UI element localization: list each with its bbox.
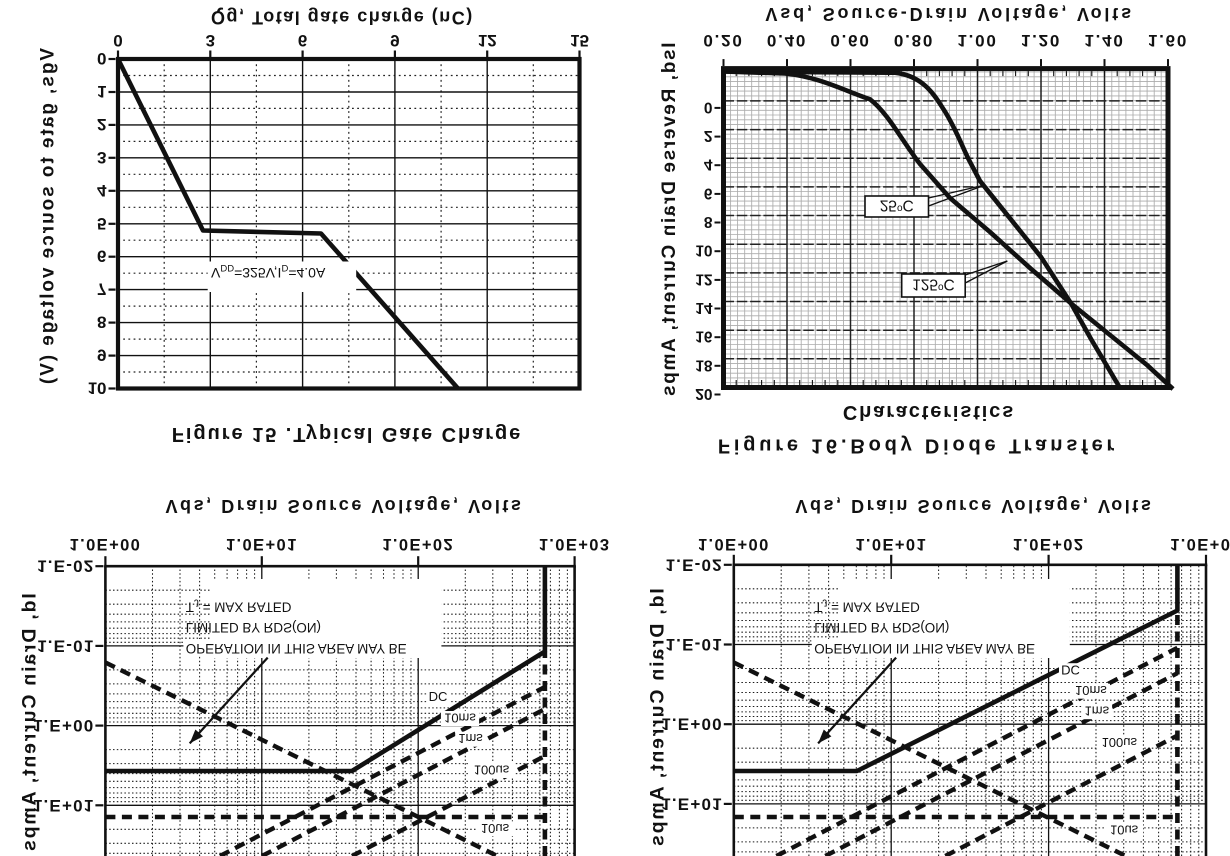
svg-text:4: 4 — [97, 181, 107, 200]
svg-text:9: 9 — [97, 346, 106, 365]
svg-text:6: 6 — [704, 184, 713, 201]
svg-text:0: 0 — [97, 49, 106, 68]
svg-text:7: 7 — [97, 280, 106, 299]
svg-text:4: 4 — [704, 156, 713, 173]
svg-text:100us: 100us — [474, 763, 510, 778]
svg-text:1.E+00: 1.E+00 — [661, 715, 723, 734]
svg-text:10ms: 10ms — [444, 711, 476, 726]
svg-text:25oC: 25oC — [880, 197, 914, 214]
svg-text:10us: 10us — [481, 821, 510, 836]
svg-text:1.E+01: 1.E+01 — [661, 794, 723, 813]
svg-text:6: 6 — [298, 31, 307, 50]
svg-text:16: 16 — [695, 328, 713, 345]
svg-text:1.0E+01: 1.0E+01 — [226, 535, 298, 553]
svg-text:0.80: 0.80 — [894, 31, 934, 50]
svg-text:1.0E+03: 1.0E+03 — [1170, 535, 1230, 553]
svg-text:1.20: 1.20 — [1021, 31, 1061, 50]
svg-text:1.0E+02: 1.0E+02 — [1013, 535, 1085, 553]
svg-text:Figure 16.Body Diode Transfer: Figure 16.Body Diode Transfer — [718, 435, 1118, 457]
svg-text:1.0E+00: 1.0E+00 — [70, 535, 142, 553]
svg-text:3: 3 — [97, 148, 106, 167]
svg-text:1.E-02: 1.E-02 — [37, 557, 94, 576]
svg-text:1.0E+02: 1.0E+02 — [382, 535, 454, 553]
svg-text:0: 0 — [704, 98, 713, 115]
svg-text:10: 10 — [695, 242, 712, 259]
svg-text:Isd, Reverse Drain Current, Am: Isd, Reverse Drain Current, Amps — [659, 42, 680, 397]
svg-text:1.0E+01: 1.0E+01 — [855, 535, 927, 553]
svg-text:1.E-01: 1.E-01 — [666, 635, 723, 654]
svg-text:1.0E+03: 1.0E+03 — [539, 535, 611, 553]
svg-text:10: 10 — [88, 379, 107, 398]
svg-text:Characteristics: Characteristics — [843, 401, 1015, 423]
svg-text:3: 3 — [206, 31, 215, 50]
svg-text:LIMITED BY RDS(ON): LIMITED BY RDS(ON) — [814, 620, 949, 635]
svg-text:DC: DC — [429, 689, 448, 704]
svg-text:1: 1 — [97, 82, 106, 101]
svg-text:OPERATION IN THIS AREA MAY BE: OPERATION IN THIS AREA MAY BE — [186, 641, 407, 656]
svg-text:1.E+00: 1.E+00 — [33, 716, 95, 735]
svg-text:Vgs, gate to source voltage (V: Vgs, gate to source voltage (V) — [38, 48, 59, 386]
svg-text:Vds, Drain Source Voltage, Vol: Vds, Drain Source Voltage, Volts — [166, 496, 524, 516]
svg-text:VDD=325V,ID=4.0A: VDD=325V,ID=4.0A — [211, 262, 326, 281]
svg-text:1.E-01: 1.E-01 — [37, 636, 94, 655]
svg-text:1.E-02: 1.E-02 — [666, 555, 723, 574]
svg-text:DC: DC — [1061, 663, 1080, 678]
svg-text:1.60: 1.60 — [1148, 31, 1188, 50]
svg-text:1ms: 1ms — [458, 731, 483, 746]
svg-text:LIMITED BY RDS(ON): LIMITED BY RDS(ON) — [186, 620, 321, 635]
svg-text:OPERATION IN THIS AREA MAY BE: OPERATION IN THIS AREA MAY BE — [814, 641, 1035, 656]
svg-text:1.00: 1.00 — [957, 31, 997, 50]
svg-text:Figure 15 .Typical Gate Charge: Figure 15 .Typical Gate Charge — [172, 423, 522, 445]
svg-text:14: 14 — [695, 299, 713, 316]
svg-text:8: 8 — [704, 213, 713, 230]
svg-text:Id, Drain Current, Amps: Id, Drain Current, Amps — [19, 593, 41, 853]
svg-text:TJ = MAX RATED: TJ = MAX RATED — [186, 597, 292, 615]
svg-text:Id, Drain Current, Amps: Id, Drain Current, Amps — [647, 588, 669, 848]
svg-text:9: 9 — [390, 31, 399, 50]
svg-text:0: 0 — [113, 31, 122, 50]
svg-text:6: 6 — [97, 247, 106, 266]
svg-text:Vsd, Source-Drain Voltage, Vol: Vsd, Source-Drain Voltage, Volts — [765, 4, 1134, 24]
svg-text:TJ = MAX RATED: TJ = MAX RATED — [814, 597, 920, 615]
svg-text:1.0E+00: 1.0E+00 — [698, 535, 770, 553]
svg-text:0.20: 0.20 — [703, 31, 743, 50]
svg-text:20: 20 — [695, 385, 712, 402]
svg-text:1ms: 1ms — [1085, 704, 1110, 719]
svg-text:Qg, Total gate charge (nC): Qg, Total gate charge (nC) — [211, 8, 474, 28]
svg-text:125oC: 125oC — [912, 276, 955, 293]
svg-text:10us: 10us — [1110, 823, 1139, 838]
svg-text:15: 15 — [570, 31, 589, 50]
svg-text:12: 12 — [695, 270, 712, 287]
svg-text:10ms: 10ms — [1075, 683, 1107, 698]
svg-text:0.40: 0.40 — [767, 31, 807, 50]
svg-text:2: 2 — [97, 115, 106, 134]
svg-text:5: 5 — [97, 214, 106, 233]
svg-text:0.60: 0.60 — [830, 31, 870, 50]
svg-text:2: 2 — [704, 127, 713, 144]
svg-text:100us: 100us — [1102, 735, 1138, 750]
svg-text:1.E+01: 1.E+01 — [33, 796, 95, 815]
svg-text:8: 8 — [97, 313, 106, 332]
svg-text:18: 18 — [695, 356, 713, 373]
svg-text:12: 12 — [478, 31, 497, 50]
svg-text:Vds, Drain Source Voltage, Vol: Vds, Drain Source Voltage, Volts — [795, 496, 1153, 516]
svg-text:1.40: 1.40 — [1084, 31, 1124, 50]
